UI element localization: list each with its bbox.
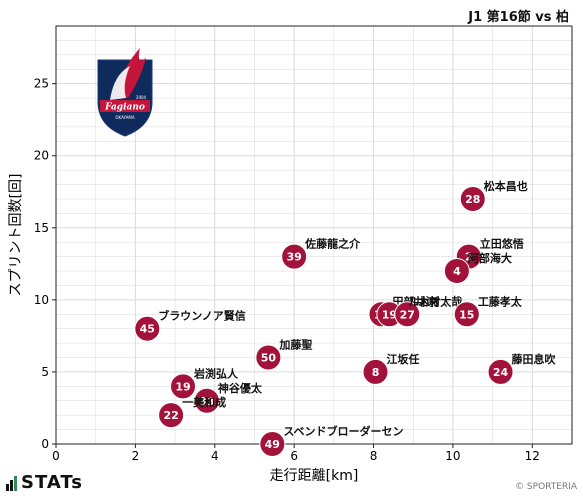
player-name-label: ルカオ xyxy=(408,295,441,308)
x-tick-label: 2 xyxy=(132,449,140,463)
player-point: 19 xyxy=(376,301,403,328)
player-point: 22 一美和成 xyxy=(158,395,226,429)
y-tick-label: 25 xyxy=(34,77,49,91)
stats-brand: STATs xyxy=(6,472,83,493)
x-axis-label: 走行距離[km] xyxy=(270,467,359,484)
plot-frame xyxy=(55,25,573,445)
points-layer: 28松本昌也2立田悠悟4阿部海大39佐藤龍之介45ブラウンノア賢信18田部井涼1… xyxy=(134,179,557,457)
player-number: 45 xyxy=(140,323,155,336)
crest-year: 2004 xyxy=(136,95,147,100)
page-title: J1 第16節 vs 柏 xyxy=(468,10,569,25)
y-tick-label: 5 xyxy=(41,365,49,379)
player-number: 19 xyxy=(175,380,190,393)
player-marker xyxy=(259,431,286,457)
y-tick-label: 0 xyxy=(41,437,49,451)
player-number: 24 xyxy=(493,366,509,379)
player-marker xyxy=(443,258,470,285)
player-point: 33 神谷優太 xyxy=(193,381,263,414)
x-tick-label: 4 xyxy=(211,449,219,463)
x-tick-label: 8 xyxy=(370,449,378,463)
player-marker xyxy=(362,358,389,385)
crest-band xyxy=(100,100,150,112)
crest-text: Fagiano xyxy=(104,103,145,113)
crest-city: OKAYAMA xyxy=(115,115,134,120)
player-name-label: ブラウンノア賢信 xyxy=(158,309,245,323)
player-name-label: 藤田息吹 xyxy=(512,352,557,366)
player-number: 2 xyxy=(465,251,473,264)
player-name-label: 佐藤龍之介 xyxy=(304,237,361,251)
player-marker xyxy=(281,243,308,270)
player-number: 22 xyxy=(163,409,178,422)
player-name-label: 松本昌也 xyxy=(484,179,528,193)
player-point: ルカオ xyxy=(408,295,441,308)
player-name-label: スベンドブローダーセン xyxy=(283,424,403,438)
y-tick-label: 20 xyxy=(34,149,49,163)
player-name-label: 一美和成 xyxy=(182,395,226,409)
player-marker xyxy=(193,387,220,414)
x-tick-label: 0 xyxy=(52,449,60,463)
x-tick-label: 12 xyxy=(525,449,540,463)
player-point: 8 江坂任 xyxy=(362,352,420,385)
copyright: © SPORTERIA xyxy=(515,482,577,492)
player-marker xyxy=(459,185,486,212)
player-name-label: 神谷優太 xyxy=(218,381,263,395)
player-name-label: 岩渕弘人 xyxy=(193,366,239,380)
player-number: 15 xyxy=(459,308,474,321)
y-tick-label: 15 xyxy=(34,221,49,235)
player-number: 4 xyxy=(453,265,461,278)
player-marker xyxy=(170,373,197,400)
player-marker xyxy=(394,301,421,328)
player-number: 50 xyxy=(261,352,277,365)
player-point: 28 松本昌也 xyxy=(459,179,528,212)
player-point: 4 阿部海大 xyxy=(443,251,512,285)
player-marker xyxy=(134,315,161,342)
player-name-label: 阿部海大 xyxy=(468,251,512,265)
player-number: 27 xyxy=(400,308,415,321)
player-number: 8 xyxy=(372,366,380,379)
player-marker xyxy=(158,402,185,429)
bar-chart-icon xyxy=(6,475,17,491)
crest-bird-icon xyxy=(110,66,130,100)
player-number: 28 xyxy=(465,193,480,206)
player-marker xyxy=(255,344,282,371)
club-badge: Fagiano 2004 OKAYAMA xyxy=(97,48,153,137)
player-marker xyxy=(453,301,480,328)
player-number: 19 xyxy=(382,308,397,321)
player-name-label: 工藤孝太 xyxy=(478,294,523,308)
crest-wing-icon xyxy=(118,48,146,98)
player-name-label: 江坂任 xyxy=(387,352,420,366)
x-tick-label: 6 xyxy=(290,449,298,463)
player-number: 33 xyxy=(199,395,214,408)
player-number: 39 xyxy=(286,251,301,264)
player-name-label: 加藤聖 xyxy=(278,338,312,352)
player-point: 15 工藤孝太 xyxy=(453,294,523,328)
y-axis-label: スプリント回数[回] xyxy=(8,174,24,297)
brand-name: STATs xyxy=(21,472,83,493)
player-marker xyxy=(487,358,514,385)
x-tick-label: 10 xyxy=(445,449,460,463)
y-tick-label: 10 xyxy=(34,293,49,307)
player-name-label: 木村太哉 xyxy=(417,294,462,308)
player-number: 49 xyxy=(265,438,280,451)
player-name-label: 立田悠悟 xyxy=(480,237,524,251)
